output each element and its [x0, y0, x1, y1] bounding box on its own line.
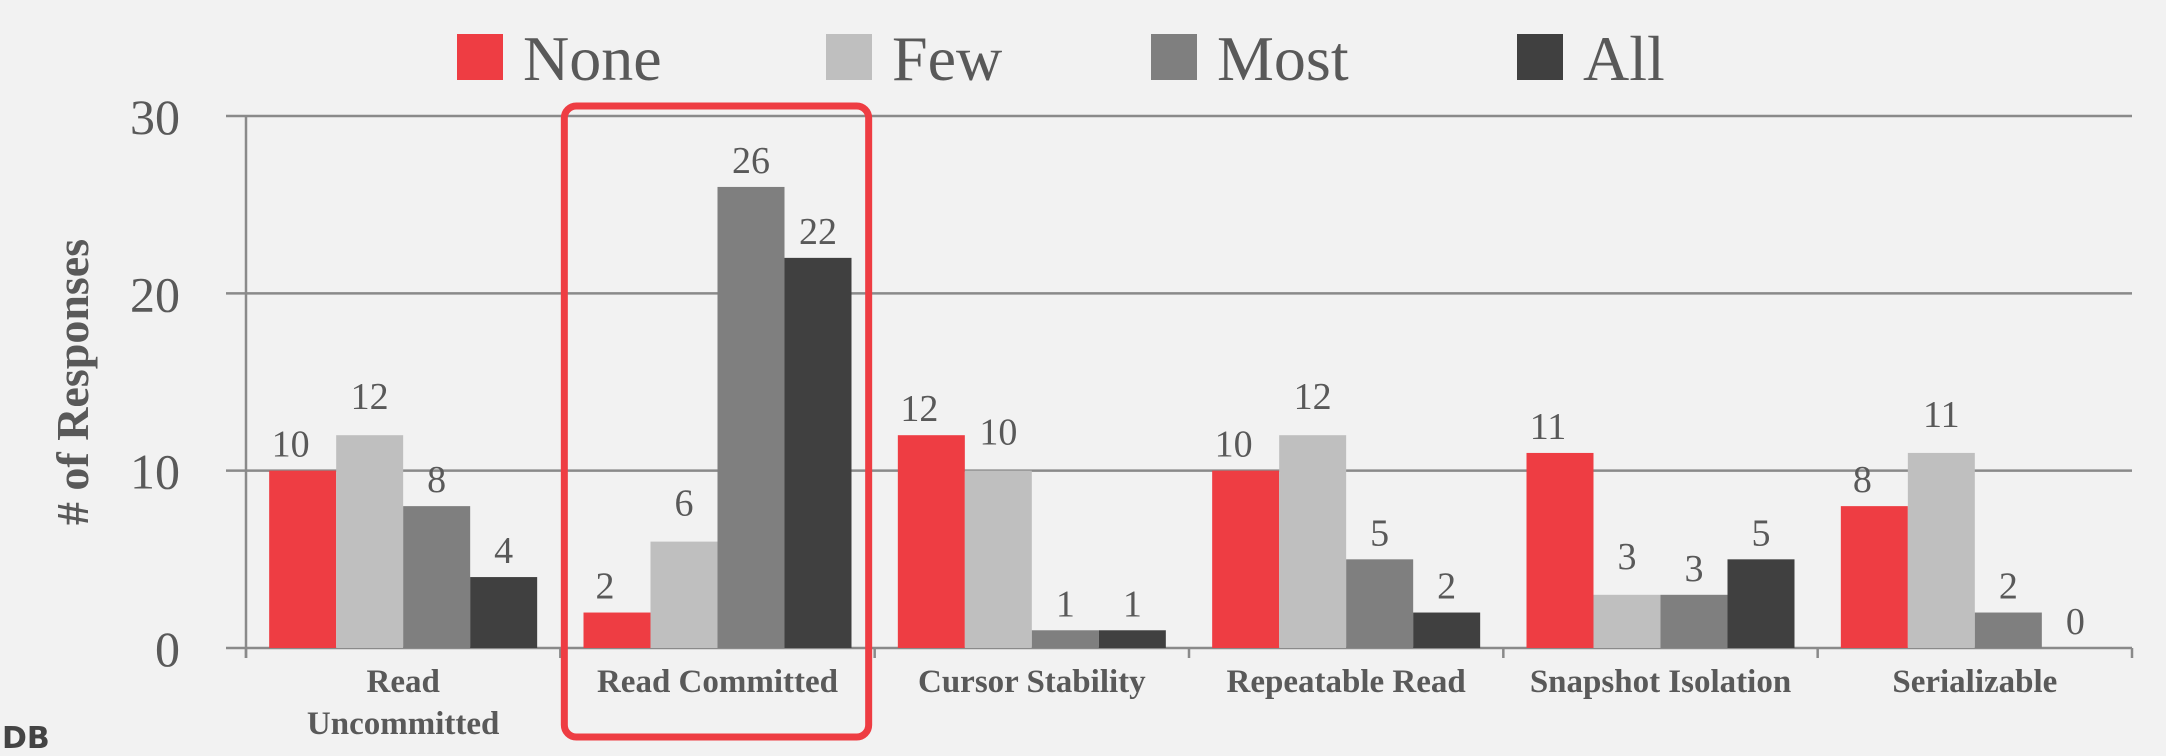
data-label: 3: [1618, 536, 1637, 578]
bar-all: [1098, 630, 1166, 648]
data-label: 5: [1752, 512, 1771, 554]
y-axis-label: # of Responses: [47, 239, 98, 525]
bar-all: [1413, 612, 1481, 648]
legend-swatch-all: [1517, 34, 1563, 80]
bar-few: [964, 470, 1032, 648]
legend-label-all: All: [1583, 23, 1665, 94]
legend-label-few: Few: [892, 23, 1002, 94]
data-label: 3: [1685, 548, 1704, 590]
bar-few: [1279, 435, 1347, 648]
data-label: 1: [1056, 583, 1075, 625]
data-label: 1: [1123, 583, 1142, 625]
data-label: 26: [732, 140, 770, 182]
data-label: 11: [1530, 406, 1567, 448]
x-tick-label: Serializable: [1892, 664, 2057, 700]
x-tick-label: Uncommitted: [307, 706, 499, 742]
data-label: 8: [427, 459, 446, 501]
data-label: 10: [272, 424, 310, 466]
data-label: 8: [1853, 459, 1872, 501]
y-tick-label: 20: [130, 266, 180, 322]
bar-most: [1660, 594, 1728, 648]
data-label: 0: [2066, 601, 2085, 643]
x-tick-label: Cursor Stability: [918, 664, 1146, 700]
data-label: 22: [799, 211, 837, 253]
data-label: 2: [1437, 566, 1456, 608]
legend-swatch-none: [457, 34, 503, 80]
bar-few: [336, 435, 404, 648]
data-label: 10: [1215, 424, 1253, 466]
bar-most: [717, 186, 785, 648]
legend-swatch-few: [826, 34, 872, 80]
data-label: 12: [900, 388, 938, 430]
bar-few: [650, 541, 718, 648]
bar-most: [1346, 559, 1414, 648]
bars: [269, 186, 2042, 648]
bar-few: [1593, 594, 1661, 648]
data-label: 4: [494, 530, 513, 572]
logo: DB: [2, 721, 50, 756]
x-tick-label: Snapshot Isolation: [1530, 664, 1791, 700]
y-tick-label: 0: [155, 621, 180, 677]
x-tick-label: Read Committed: [597, 664, 838, 700]
highlight-box: [560, 102, 873, 741]
data-label: 10: [979, 412, 1017, 454]
bar-none: [583, 612, 651, 648]
bar-none: [1526, 452, 1594, 648]
legend-swatch-most: [1151, 34, 1197, 80]
data-label: 6: [675, 483, 694, 525]
bar-none: [897, 435, 965, 648]
data-label: 2: [1999, 566, 2018, 608]
y-tick-label: 30: [130, 89, 180, 145]
legend-label-most: Most: [1217, 23, 1349, 94]
gridlines: [226, 114, 2132, 650]
data-label: 11: [1923, 394, 1960, 436]
legend-label-none: None: [523, 23, 662, 94]
bar-none: [1840, 506, 1908, 648]
x-tick-label: Read: [366, 664, 439, 700]
bar-none: [1212, 470, 1280, 648]
bar-none: [269, 470, 337, 648]
bar-all: [1727, 559, 1795, 648]
y-tick-label: 10: [130, 444, 180, 500]
data-label: 2: [596, 566, 615, 608]
bar-all: [470, 577, 538, 648]
data-label: 12: [351, 376, 389, 418]
bar-most: [1031, 630, 1099, 648]
bar-all: [784, 257, 852, 648]
legend: None Few Most All: [457, 23, 1665, 94]
data-label: 5: [1370, 512, 1389, 554]
bar-most: [403, 506, 471, 648]
data-label: 12: [1294, 376, 1332, 418]
bar-few: [1907, 452, 1975, 648]
x-tick-label: Repeatable Read: [1227, 664, 1466, 700]
bar-most: [1974, 612, 2042, 648]
